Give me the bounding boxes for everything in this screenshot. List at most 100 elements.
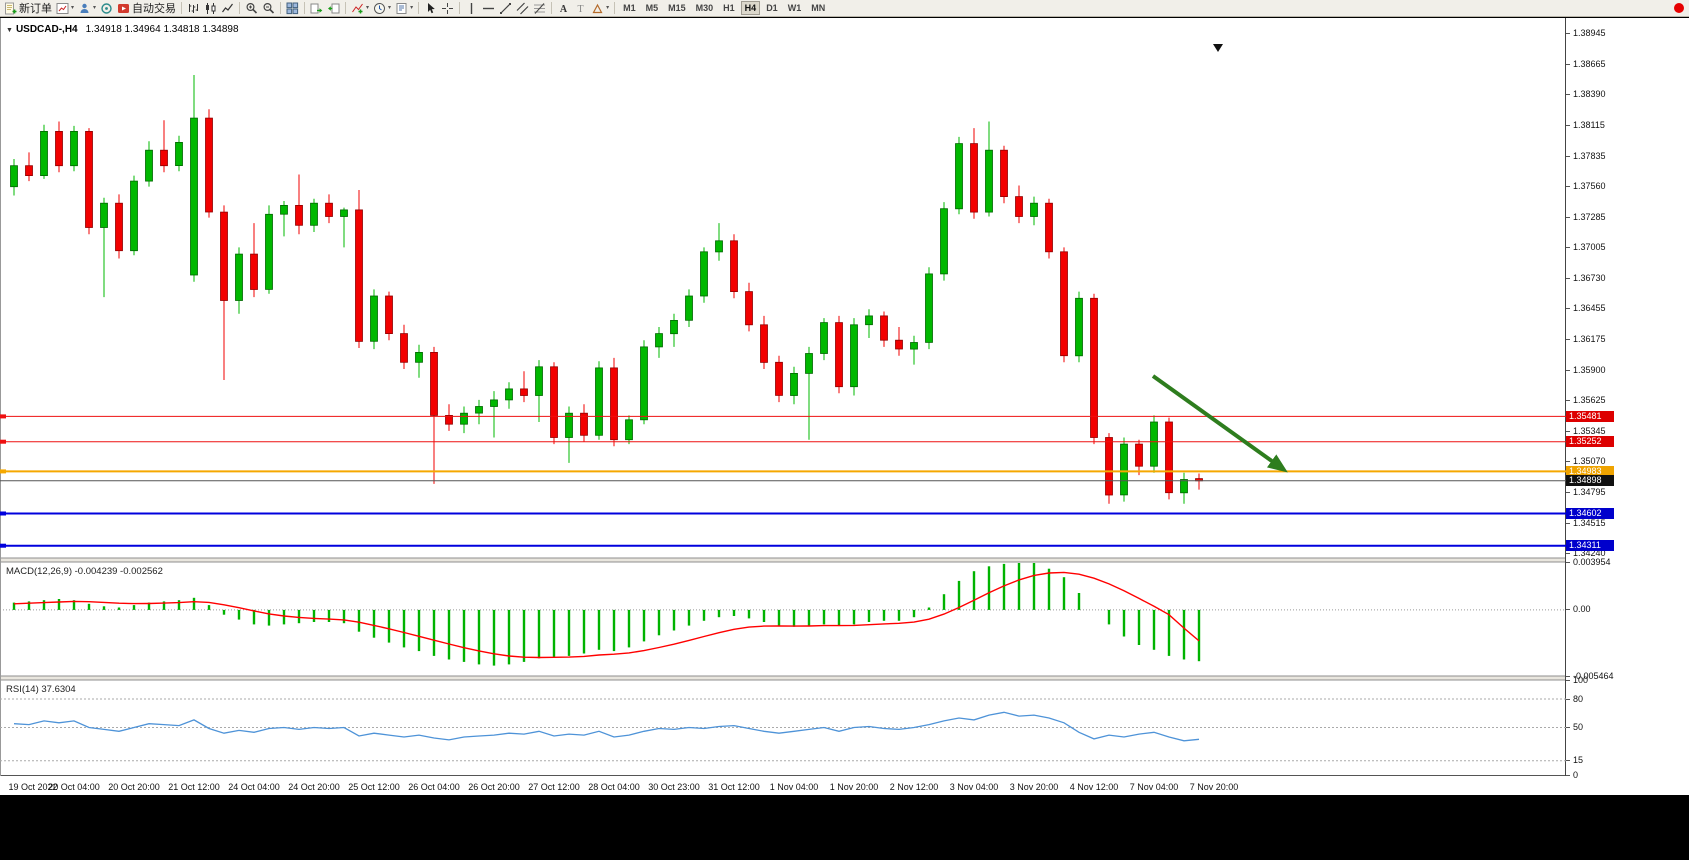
- fibonacci-button[interactable]: [531, 1, 548, 16]
- candle[interactable]: [475, 399, 483, 425]
- candle[interactable]: [550, 362, 558, 445]
- candle[interactable]: [1120, 437, 1128, 502]
- candle[interactable]: [970, 128, 978, 219]
- candle[interactable]: [40, 124, 48, 179]
- timeframe-h1-button[interactable]: H1: [723, 3, 735, 13]
- candle[interactable]: [295, 174, 303, 235]
- cursor-button[interactable]: [422, 1, 439, 16]
- candle[interactable]: [925, 267, 933, 350]
- candle[interactable]: [325, 194, 333, 224]
- candle[interactable]: [850, 318, 858, 396]
- candle[interactable]: [580, 404, 588, 442]
- candle[interactable]: [340, 207, 348, 248]
- auto-scroll-button[interactable]: [308, 1, 325, 16]
- templates-button[interactable]: ▾: [393, 1, 415, 16]
- text-label-button[interactable]: T: [572, 1, 589, 16]
- candlestick-chart-button[interactable]: [202, 1, 219, 16]
- timeframe-m1-button[interactable]: M1: [623, 3, 636, 13]
- candle[interactable]: [1180, 472, 1188, 504]
- candle[interactable]: [715, 223, 723, 261]
- candle[interactable]: [835, 315, 843, 394]
- candle[interactable]: [1060, 247, 1068, 363]
- timeframe-w1-button[interactable]: W1: [787, 3, 802, 13]
- shapes-button[interactable]: ▾: [589, 1, 611, 16]
- zoom-out-button[interactable]: [260, 1, 277, 16]
- candle[interactable]: [520, 371, 528, 403]
- periods-button[interactable]: ▾: [371, 1, 393, 16]
- candle[interactable]: [565, 406, 573, 463]
- trendline-button[interactable]: [497, 1, 514, 16]
- new-order-button[interactable]: 新订单: [2, 1, 54, 16]
- channel-button[interactable]: [514, 1, 531, 16]
- chart-canvas[interactable]: [0, 18, 1566, 795]
- candle[interactable]: [70, 125, 78, 172]
- candle[interactable]: [130, 175, 138, 256]
- candle[interactable]: [250, 223, 258, 298]
- candle[interactable]: [220, 205, 228, 380]
- candle[interactable]: [160, 120, 168, 173]
- candle[interactable]: [400, 324, 408, 369]
- candle[interactable]: [265, 205, 273, 294]
- candle[interactable]: [370, 289, 378, 350]
- candle[interactable]: [85, 128, 93, 235]
- candle[interactable]: [115, 194, 123, 259]
- timeframe-mn-button[interactable]: MN: [811, 3, 826, 13]
- candle[interactable]: [1015, 185, 1023, 224]
- candle[interactable]: [1105, 433, 1113, 504]
- candle[interactable]: [205, 109, 213, 218]
- candle[interactable]: [1165, 417, 1173, 500]
- crosshair-button[interactable]: [439, 1, 456, 16]
- candle[interactable]: [430, 346, 438, 484]
- candle[interactable]: [880, 311, 888, 347]
- candle[interactable]: [820, 318, 828, 361]
- candle[interactable]: [100, 197, 108, 298]
- candle[interactable]: [190, 75, 198, 282]
- candle[interactable]: [505, 382, 513, 409]
- horizontal-line-button[interactable]: [480, 1, 497, 16]
- candle[interactable]: [1090, 293, 1098, 445]
- candle[interactable]: [790, 366, 798, 405]
- candle[interactable]: [235, 247, 243, 314]
- candle[interactable]: [625, 415, 633, 445]
- text-button[interactable]: A: [555, 1, 572, 16]
- candle[interactable]: [685, 289, 693, 327]
- trend-arrow[interactable]: [1151, 374, 1288, 473]
- hlines-layer[interactable]: [0, 414, 1566, 548]
- candle[interactable]: [175, 135, 183, 172]
- candle[interactable]: [145, 141, 153, 187]
- market-watch-button[interactable]: [98, 1, 115, 16]
- candle[interactable]: [670, 313, 678, 347]
- candle[interactable]: [955, 136, 963, 215]
- notification-badge-icon[interactable]: [1674, 3, 1684, 13]
- timeframe-h4-button[interactable]: H4: [740, 1, 761, 15]
- candle[interactable]: [490, 391, 498, 438]
- timeframe-d1-button[interactable]: D1: [766, 3, 778, 13]
- candle[interactable]: [310, 198, 318, 232]
- chart-shift-button[interactable]: [325, 1, 342, 16]
- tile-windows-button[interactable]: [284, 1, 301, 16]
- candle[interactable]: [595, 361, 603, 440]
- candle[interactable]: [1000, 145, 1008, 204]
- candle[interactable]: [910, 335, 918, 365]
- candle[interactable]: [760, 315, 768, 369]
- line-chart-button[interactable]: [219, 1, 236, 16]
- candle[interactable]: [640, 340, 648, 425]
- candle[interactable]: [535, 360, 543, 422]
- candle[interactable]: [700, 247, 708, 303]
- auto-trading-button[interactable]: 自动交易: [115, 1, 178, 16]
- candle[interactable]: [655, 327, 663, 358]
- candle[interactable]: [940, 202, 948, 281]
- candle[interactable]: [730, 234, 738, 299]
- candle[interactable]: [985, 121, 993, 217]
- bar-chart-button[interactable]: [185, 1, 202, 16]
- new-chart-button[interactable]: ▾: [54, 1, 76, 16]
- candle[interactable]: [775, 355, 783, 403]
- candle[interactable]: [460, 406, 468, 434]
- collapse-chart-icon[interactable]: ▼: [6, 27, 13, 34]
- indicators-button[interactable]: ▾: [349, 1, 371, 16]
- candle[interactable]: [25, 152, 33, 182]
- candle[interactable]: [280, 201, 288, 237]
- profiles-button[interactable]: ▾: [76, 1, 98, 16]
- candle[interactable]: [745, 282, 753, 332]
- candle[interactable]: [355, 190, 363, 348]
